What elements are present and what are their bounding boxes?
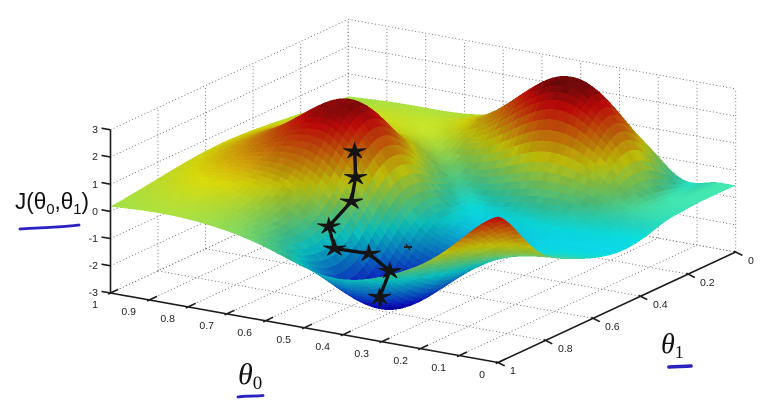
svg-text:0: 0 (92, 206, 98, 218)
svg-text:0.6: 0.6 (605, 321, 620, 333)
svg-text:0.4: 0.4 (315, 341, 330, 353)
svg-text:0.5: 0.5 (276, 334, 291, 346)
svg-text:0: 0 (748, 255, 754, 267)
svg-text:0.9: 0.9 (121, 306, 136, 318)
svg-text:-3: -3 (89, 287, 98, 299)
svg-text:0.1: 0.1 (431, 362, 446, 374)
svg-text:-1: -1 (89, 233, 98, 245)
svg-text:0.3: 0.3 (354, 348, 369, 360)
svg-text:3: 3 (92, 124, 98, 136)
svg-text:0: 0 (479, 369, 485, 381)
svg-text:0.2: 0.2 (700, 277, 715, 289)
svg-text:0.7: 0.7 (199, 320, 214, 332)
svg-text:0.6: 0.6 (237, 327, 252, 339)
svg-text:1: 1 (92, 299, 98, 311)
svg-text:0.8: 0.8 (558, 343, 573, 355)
svg-text:0.4: 0.4 (653, 299, 668, 311)
svg-text:0.8: 0.8 (160, 313, 175, 325)
svg-text:-2: -2 (89, 260, 98, 272)
svg-text:0.2: 0.2 (393, 355, 408, 367)
svg-text:2: 2 (92, 151, 98, 163)
svg-text:1: 1 (510, 365, 516, 377)
svg-text:1: 1 (92, 179, 98, 191)
